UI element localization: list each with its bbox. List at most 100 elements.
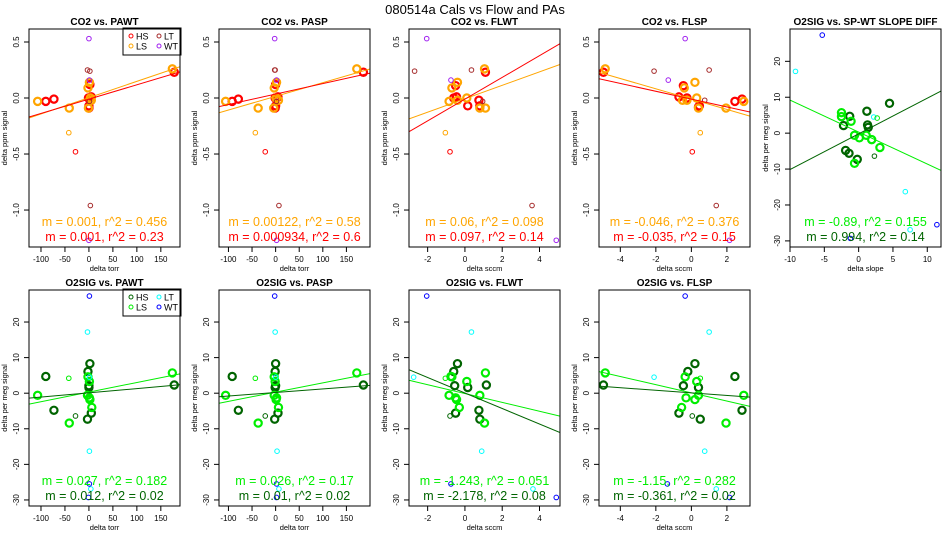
fit-annotation: m = 0.01, r^2 = 0.02 [239,489,351,503]
data-point-hs-small [72,148,79,155]
plot-frame [218,28,371,248]
x-tick-label: 0 [273,514,278,523]
data-point-ls [167,368,178,378]
data-point-ls [83,83,93,93]
data-point-ls-small [442,129,449,136]
legend-label-lt: LT [164,32,174,42]
y-tick-label: 0.5 [582,36,591,48]
points-layer [409,35,560,244]
chart-title: O2SIG vs. FLSP [637,278,713,289]
fit-line-hs [409,369,560,434]
y-tick-label: -20 [582,458,591,470]
data-point-lt [272,67,278,73]
plot-frame [408,28,561,248]
data-point-ls [84,77,95,88]
fit-annotation: m = 0.027, r^2 = 0.182 [42,474,167,488]
plot-frame [28,289,181,507]
y-tick-label: -30 [202,494,211,506]
data-point-ls [462,93,472,103]
data-point-ls [692,93,702,103]
chart-panel-5: O2SIG vs. SP-WT SLOPE DIFF-10 -5 0 5 10delta… [761,17,942,273]
data-point-lt [411,68,418,74]
data-point-lt [792,68,799,75]
legend-marker-ls [128,43,134,49]
data-point-lt [272,329,278,335]
data-point-hs-small [689,148,696,155]
x-tick-label: 2 [500,514,505,523]
data-point-lt [651,68,657,74]
x-tick-label: 100 [130,255,144,264]
data-point-ls [690,77,700,88]
data-point-hs-small [262,148,269,155]
x-tick-label: -100 [33,255,50,264]
data-point-ls [739,390,749,401]
fit-annotation: m = 0.06, r^2 = 0.098 [425,215,543,229]
data-point-ls-small [252,129,259,136]
y-tick-label: 0.0 [12,92,21,104]
data-point-wt [682,293,688,299]
data-point-hs-small [871,153,878,159]
data-point-ls [271,394,281,405]
x-tick-label: 0 [463,514,468,523]
legend-marker-wt [156,43,162,49]
y-tick-label: -1.0 [12,203,21,217]
y-tick-label: -10 [392,422,401,434]
points-layer [599,35,750,244]
data-point-wt [271,293,278,299]
data-point-hs [884,98,895,109]
x-tick-label: 0 [689,514,694,523]
data-point-wt [273,494,280,501]
data-point-ls [269,103,279,113]
y-tick-label: 0 [202,390,211,395]
x-axis-label: delta torr [280,264,310,273]
data-point-lt [88,486,94,492]
data-point-ls [167,64,178,74]
chart-panel-4: CO2 vs. FLSP -4 -2 0 2 delta sccm -1.0 -0.5 0.0 0… [570,17,751,273]
y-tick-label: -20 [392,458,401,470]
chart-panel-3: CO2 vs. FLWT -2 0 2 4 delta sccm -1.0 -0.5 0.0 0.… [380,17,561,273]
fit-annotation: m = -0.89, r^2 = 0.155 [804,215,927,229]
data-point-ls [682,95,692,105]
data-point-wt [273,481,280,487]
data-point-wt [934,221,940,228]
fit-annotation: m = -0.361, r^2 = 0.02 [613,489,736,503]
x-tick-label: 2 [725,514,730,523]
y-tick-label: 20 [12,317,21,326]
data-point-ls [480,103,491,113]
plot-frame [598,28,751,248]
x-axis-label: delta torr [90,523,120,532]
points-layer [409,293,560,501]
data-point-lt [86,448,93,454]
data-point-hs [737,405,747,415]
data-point-ls [846,116,856,126]
data-point-ls [454,402,465,413]
data-point-ls [452,77,463,88]
y-tick-label: 10 [582,353,591,362]
x-tick-label: -5 [821,255,829,264]
x-tick-label: -2 [424,255,432,264]
data-point-hs [690,358,700,369]
y-tick-label: 10 [773,92,782,101]
points-layer [219,293,370,501]
fit-line-ls [790,99,941,171]
fit-line-hs [29,384,180,399]
y-tick-label: 0.0 [202,92,211,104]
data-point-ls [352,64,362,74]
data-point-ls [861,130,871,141]
legend-marker-hs [128,294,134,300]
y-axis-label: delta per meg signal [190,364,199,432]
data-point-ls [253,103,263,113]
data-point-hs [82,414,93,424]
x-tick-label: 150 [154,514,168,523]
x-axis-label: delta torr [280,523,310,532]
legend-marker-hs [128,33,134,39]
data-point-hs [270,358,281,369]
fit-annotation: m = 0.000934, r^2 = 0.6 [228,230,360,244]
x-axis-label: delta slope [847,264,883,273]
data-point-lt [902,188,909,195]
y-tick-label: 20 [582,317,591,326]
fit-annotation: m = 0.00122, r^2 = 0.58 [228,215,360,229]
legend-label-lt: LT [164,293,174,303]
